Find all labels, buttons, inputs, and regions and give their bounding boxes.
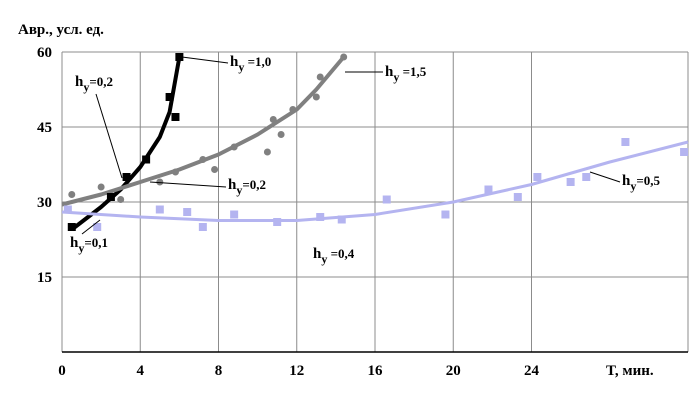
- data-point: [230, 210, 239, 219]
- y-tick-label: 30: [37, 195, 52, 211]
- data-point: [230, 143, 238, 151]
- data-point: [337, 215, 346, 224]
- data-point: [680, 148, 689, 156]
- data-point: [277, 131, 285, 138]
- data-point: [312, 93, 320, 101]
- data-point: [382, 195, 391, 204]
- data-point: [171, 168, 179, 176]
- annotation-h: h: [313, 246, 322, 262]
- y-tick-label: 45: [37, 120, 52, 136]
- data-point: [93, 223, 102, 231]
- data-point: [68, 191, 76, 198]
- x-tick-label: 0: [58, 363, 66, 379]
- data-point: [513, 193, 522, 201]
- data-point: [199, 156, 207, 163]
- annotation-sub: y: [630, 179, 636, 193]
- data-point: [67, 223, 76, 231]
- x-tick-label: 16: [368, 363, 384, 379]
- data-point: [621, 138, 630, 146]
- data-point: [171, 113, 180, 121]
- data-point: [316, 213, 325, 221]
- data-point: [165, 93, 174, 101]
- data-point: [582, 173, 591, 181]
- annotation: hy =1,5: [385, 64, 427, 84]
- annotation-sub: y: [393, 70, 399, 84]
- annotation-sub: y: [236, 183, 242, 197]
- annotation-h: h: [75, 74, 84, 90]
- data-point: [211, 166, 219, 173]
- data-point: [316, 73, 324, 81]
- data-point: [106, 193, 115, 201]
- annotation-text: =1,0: [244, 54, 271, 69]
- annotation: hy =1,0: [230, 54, 271, 74]
- data-point: [183, 208, 192, 216]
- annotation-text: =0,4: [327, 246, 354, 261]
- annotation-h: h: [228, 177, 237, 193]
- leader-line: [81, 219, 101, 235]
- data-point: [155, 205, 164, 214]
- trend-line: [61, 140, 689, 222]
- annotation-h: h: [385, 64, 394, 80]
- data-point: [273, 218, 282, 226]
- y-tick-label: 15: [37, 270, 52, 286]
- annotation-text: =0,2: [242, 177, 266, 192]
- data-point: [484, 185, 493, 194]
- data-point: [63, 205, 72, 214]
- annotation-text: =0,5: [636, 173, 660, 188]
- annotation-sub: y: [238, 60, 244, 74]
- data-point: [117, 196, 125, 203]
- annotation: hy=0,2: [75, 74, 113, 94]
- annotation: hy=0,2: [228, 177, 266, 197]
- y-axis-title: Авр., усл. ед.: [18, 22, 104, 38]
- leader-line: [95, 93, 123, 179]
- annotation-text: =0,1: [84, 235, 108, 250]
- annotation-sub: y: [321, 252, 327, 266]
- trend-line: [61, 55, 346, 207]
- data-point: [142, 155, 151, 164]
- data-point: [97, 183, 105, 191]
- annotation-h: h: [622, 173, 631, 189]
- x-tick-label: 24: [524, 363, 540, 379]
- annotation: hy=0,1: [70, 235, 108, 255]
- x-axis-title: T, мин.: [606, 363, 654, 379]
- x-tick-label: 4: [137, 363, 145, 379]
- data-point: [566, 178, 575, 186]
- annotation: hy=0,5: [622, 173, 661, 193]
- data-point: [269, 116, 277, 123]
- annotation-sub: y: [78, 241, 84, 255]
- x-tick-label: 12: [289, 363, 304, 379]
- data-point: [263, 148, 271, 156]
- annotation: hy =0,4: [313, 246, 355, 266]
- leader-line: [149, 181, 227, 188]
- y-tick-label: 60: [37, 45, 52, 61]
- leader-line: [181, 56, 229, 64]
- data-point: [340, 53, 348, 61]
- data-point: [533, 173, 542, 181]
- data-point: [156, 178, 164, 186]
- data-point: [122, 173, 131, 181]
- x-tick-label: 8: [215, 363, 223, 379]
- annotation-h: h: [70, 235, 79, 251]
- data-point: [441, 210, 450, 219]
- annotation-text: =1,5: [399, 64, 426, 79]
- leader-line: [589, 171, 621, 183]
- annotation-text: =0,2: [89, 74, 113, 89]
- annotation-h: h: [230, 54, 239, 70]
- data-point: [198, 223, 207, 231]
- data-point: [289, 106, 297, 113]
- data-point: [175, 53, 184, 61]
- x-tick-label: 20: [446, 363, 461, 379]
- annotation-sub: y: [83, 80, 89, 94]
